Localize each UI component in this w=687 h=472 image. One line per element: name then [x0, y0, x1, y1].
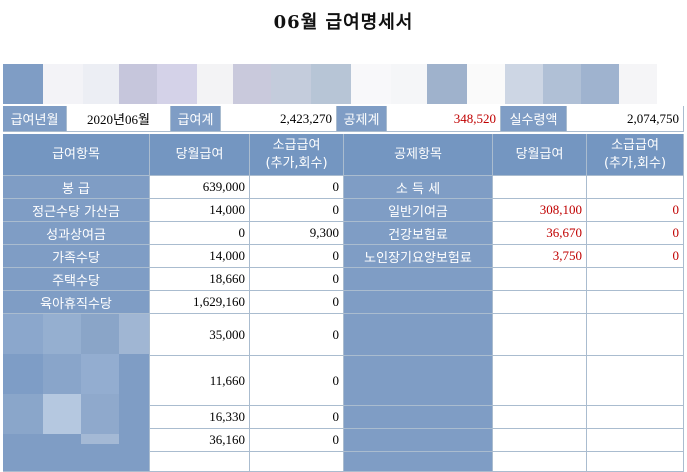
pay-item-label: 주택수당	[3, 268, 150, 291]
pay-retro-header-line1: 소급급여	[272, 137, 321, 153]
pay-retro-value: 0	[250, 291, 344, 314]
deduction-current-header: 당월급여	[493, 134, 587, 176]
page-title: 06월 급여명세서	[273, 12, 414, 33]
deduction-retro-header: 소급급여 (추가,회수)	[587, 134, 684, 176]
pay-retro-value: 0	[250, 356, 344, 406]
pay-current-header: 당월급여	[150, 134, 250, 176]
empty-cell	[493, 268, 587, 291]
pay-retro-value: 0	[250, 176, 344, 199]
pay-current-value: 1,629,160	[150, 291, 250, 314]
empty-cell	[493, 406, 587, 429]
pay-retro-value: 0	[250, 245, 344, 268]
payslip-table: 급여년월 2020년06월 급여계 2,423,270 공제계 348,520 …	[3, 64, 684, 472]
pay-current-value: 11,660	[150, 356, 250, 406]
deduction-retro-value	[587, 176, 684, 199]
deduction-item-label: 건강보험료	[344, 222, 493, 245]
pay-current-value: 14,000	[150, 199, 250, 222]
empty-cell	[493, 429, 587, 452]
empty-cell	[250, 452, 344, 472]
empty-cell	[493, 314, 587, 356]
pay-retro-value: 0	[250, 268, 344, 291]
pay-item-label: 가족수당	[3, 245, 150, 268]
pay-retro-value: 0	[250, 314, 344, 356]
empty-deduction-label	[344, 406, 493, 429]
deduction-item-label: 소 득 세	[344, 176, 493, 199]
deduction-current-value: 36,670	[493, 222, 587, 245]
pay-retro-value: 0	[250, 199, 344, 222]
pay-current-value: 18,660	[150, 268, 250, 291]
pay-item-label: 정근수당 가산금	[3, 199, 150, 222]
pay-retro-value: 0	[250, 429, 344, 452]
empty-cell	[150, 452, 250, 472]
pay-retro-header-line2: (추가,회수)	[265, 155, 328, 171]
total-pay-value: 2,423,270	[221, 106, 337, 132]
deduction-retro-value: 0	[587, 222, 684, 245]
deduction-item-label: 일반기여금	[344, 199, 493, 222]
empty-cell	[587, 356, 684, 406]
empty-cell	[587, 429, 684, 452]
deduction-retro-value: 0	[587, 245, 684, 268]
pay-retro-value: 9,300	[250, 222, 344, 245]
deduction-current-value: 308,100	[493, 199, 587, 222]
pay-retro-value: 0	[250, 406, 344, 429]
empty-cell	[493, 452, 587, 472]
deduction-retro-value: 0	[587, 199, 684, 222]
empty-cell	[587, 291, 684, 314]
empty-cell	[587, 452, 684, 472]
pay-current-value: 639,000	[150, 176, 250, 199]
redacted-pay-labels	[3, 314, 150, 472]
empty-deduction-label	[344, 452, 493, 472]
pay-retro-header: 소급급여 (추가,회수)	[250, 134, 344, 176]
pay-item-header: 급여항목	[3, 134, 150, 176]
deduction-item-header: 공제항목	[344, 134, 493, 176]
pay-current-value: 16,330	[150, 406, 250, 429]
pay-item-label: 성과상여금	[3, 222, 150, 245]
empty-cell	[493, 356, 587, 406]
empty-deduction-label	[344, 291, 493, 314]
empty-deduction-label	[344, 429, 493, 452]
total-deduction-label: 공제계	[337, 106, 387, 132]
period-label: 급여년월	[3, 106, 67, 132]
net-pay-value: 2,074,750	[567, 106, 684, 132]
total-pay-label: 급여계	[171, 106, 221, 132]
empty-deduction-label	[344, 314, 493, 356]
pay-current-value: 35,000	[150, 314, 250, 356]
net-pay-label: 실수령액	[501, 106, 567, 132]
pay-current-value: 14,000	[150, 245, 250, 268]
total-deduction-value: 348,520	[387, 106, 501, 132]
deduction-item-label: 노인장기요양보험료	[344, 245, 493, 268]
deduction-current-value: 3,750	[493, 245, 587, 268]
empty-deduction-label	[344, 268, 493, 291]
pay-item-label: 봉 급	[3, 176, 150, 199]
empty-cell	[587, 268, 684, 291]
deduction-retro-header-line1: 소급급여	[611, 137, 659, 153]
deduction-retro-header-line2: (추가,회수)	[603, 155, 667, 171]
empty-cell	[587, 314, 684, 356]
period-value: 2020년06월	[67, 106, 171, 132]
empty-cell	[587, 406, 684, 429]
redacted-banner	[3, 64, 684, 104]
deduction-current-value	[493, 176, 587, 199]
empty-cell	[493, 291, 587, 314]
pay-current-value: 0	[150, 222, 250, 245]
pay-item-label: 육아휴직수당	[3, 291, 150, 314]
empty-deduction-label	[344, 356, 493, 406]
pay-current-value: 36,160	[150, 429, 250, 452]
